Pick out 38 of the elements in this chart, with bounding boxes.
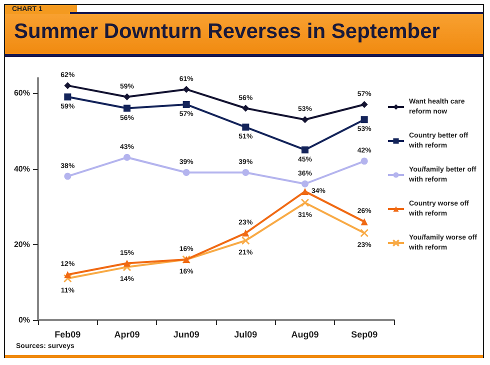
point <box>302 188 308 195</box>
point <box>360 100 368 108</box>
point <box>302 146 308 154</box>
point <box>124 93 130 100</box>
point <box>64 82 72 90</box>
point <box>124 104 130 112</box>
point <box>360 158 368 165</box>
point <box>242 230 250 237</box>
point <box>182 86 190 93</box>
x-tick-label: Jul09 <box>234 330 258 340</box>
x-tick-label: Feb09 <box>54 330 81 340</box>
y-tick-label: 0% <box>18 316 30 324</box>
point <box>302 116 308 124</box>
point <box>300 198 310 208</box>
point <box>182 169 190 176</box>
point <box>302 180 308 188</box>
point <box>360 116 368 124</box>
point <box>124 154 130 161</box>
y-tick-label: 20% <box>14 240 30 249</box>
y-tick-label: 60% <box>14 88 30 98</box>
x-tick-label: Jun09 <box>173 330 200 340</box>
point <box>242 169 250 176</box>
point <box>63 274 72 283</box>
point <box>242 124 250 131</box>
chart-title: Summer Downturn Reverses in September <box>14 20 440 44</box>
x-tick-label: Aug09 <box>291 330 319 340</box>
point <box>64 93 72 100</box>
point <box>241 236 250 245</box>
point <box>64 172 72 180</box>
point <box>242 104 250 112</box>
point <box>182 100 190 108</box>
point <box>124 260 130 267</box>
point <box>64 271 72 278</box>
point <box>360 228 369 238</box>
x-tick-label: Sep09 <box>351 330 378 340</box>
x-tick-label: Apr09 <box>114 330 140 340</box>
point <box>360 218 368 226</box>
y-tick-label: 40% <box>14 164 30 174</box>
